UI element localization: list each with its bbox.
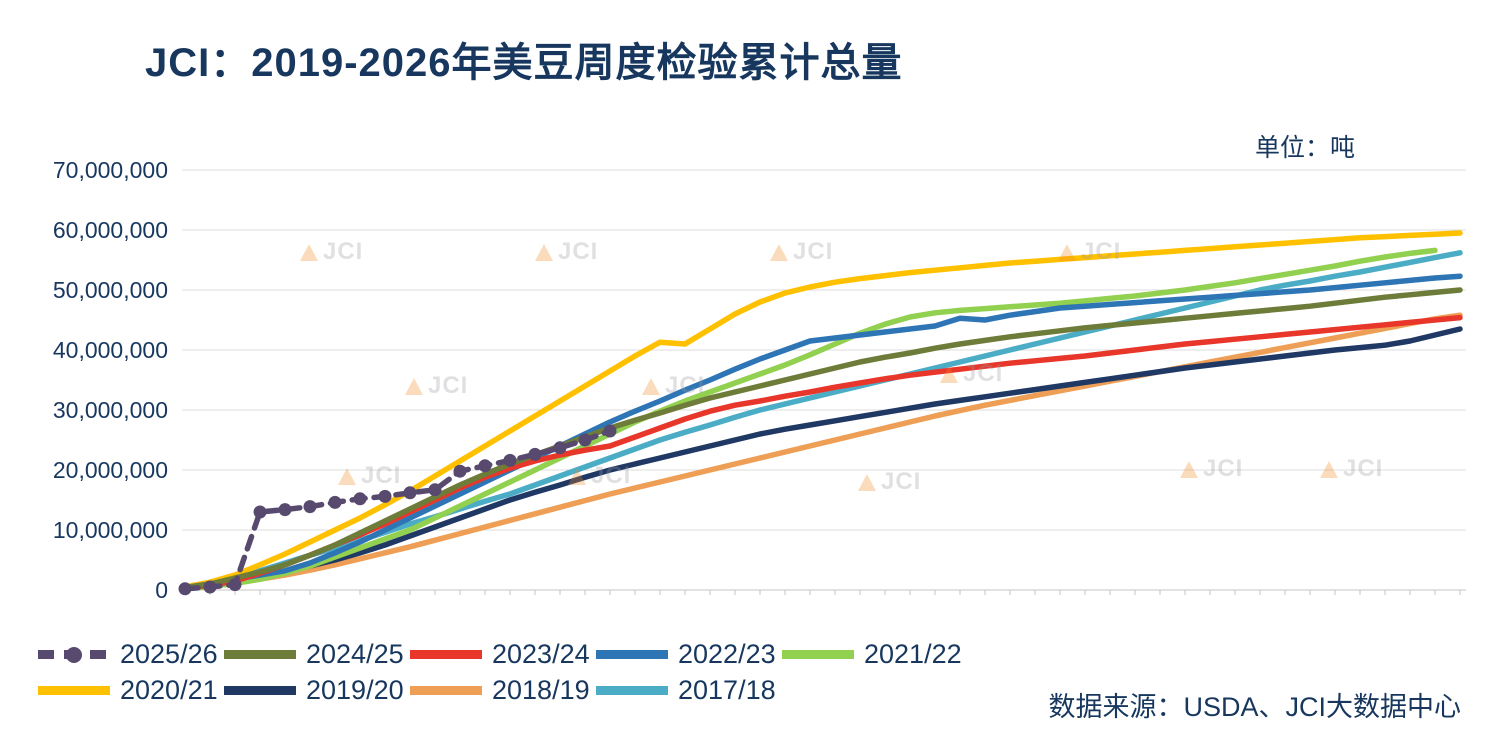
y-axis-label: 50,000,000 bbox=[52, 277, 168, 303]
series-marker bbox=[578, 433, 592, 447]
legend-item-2021-22[interactable]: 2021/22 bbox=[782, 639, 962, 670]
legend-item-2024-25[interactable]: 2024/25 bbox=[224, 639, 404, 670]
legend-swatch bbox=[596, 686, 668, 695]
legend-label: 2022/23 bbox=[678, 639, 776, 669]
legend-label: 2017/18 bbox=[678, 675, 776, 705]
series-marker bbox=[253, 505, 267, 519]
series-marker bbox=[478, 459, 492, 473]
legend-label: 2019/20 bbox=[306, 675, 404, 705]
series-line-2018-19 bbox=[182, 312, 1463, 591]
legend-item-2018-19[interactable]: 2018/19 bbox=[410, 675, 590, 706]
y-axis-label: 40,000,000 bbox=[52, 337, 168, 363]
series-line-2019-20 bbox=[182, 326, 1463, 591]
legend-label: 2025/26 bbox=[120, 639, 218, 669]
legend-item-2025-26[interactable]: 2025/26 bbox=[38, 639, 218, 670]
series-marker bbox=[403, 486, 417, 500]
legend-swatch bbox=[782, 650, 854, 659]
legend-swatch bbox=[224, 650, 296, 659]
legend-item-2023-24[interactable]: 2023/24 bbox=[410, 639, 590, 670]
series-line-2020-21 bbox=[182, 230, 1463, 590]
legend-row-2: 2020/21 2019/20 2018/19 2017/18 bbox=[38, 675, 958, 706]
series-marker bbox=[353, 492, 367, 506]
y-axis-label: 70,000,000 bbox=[52, 157, 168, 183]
series-line-2021-22 bbox=[182, 247, 1438, 592]
legend-swatch bbox=[38, 686, 110, 695]
legend-label: 2018/19 bbox=[492, 675, 590, 705]
legend-swatch bbox=[410, 650, 482, 659]
page-title: JCI：2019-2026年美豆周度检验累计总量 bbox=[145, 41, 903, 85]
series-marker bbox=[328, 495, 342, 509]
series-marker bbox=[378, 489, 392, 503]
y-axis-label: 60,000,000 bbox=[52, 217, 168, 243]
legend-swatch bbox=[38, 646, 110, 663]
legend-marker-dot bbox=[66, 646, 82, 663]
legend: 2025/26 2024/25 2023/24 2022/23 2021/22 2020… bbox=[38, 639, 962, 706]
legend-label: 2021/22 bbox=[864, 639, 962, 669]
legend-label: 2024/25 bbox=[306, 639, 404, 669]
series-marker bbox=[553, 441, 567, 455]
y-axis-label: 0 bbox=[155, 577, 168, 603]
series-marker bbox=[178, 582, 192, 596]
legend-item-2022-23[interactable]: 2022/23 bbox=[596, 639, 776, 670]
series-marker bbox=[528, 447, 542, 461]
series-line-2024-25 bbox=[182, 287, 1463, 591]
legend-item-2020-21[interactable]: 2020/21 bbox=[38, 675, 218, 706]
legend-item-2019-20[interactable]: 2019/20 bbox=[224, 675, 404, 706]
series-marker bbox=[303, 500, 317, 514]
y-axis-label: 30,000,000 bbox=[52, 397, 168, 423]
series-marker bbox=[228, 578, 242, 592]
legend-row-1: 2025/26 2024/25 2023/24 2022/23 2021/22 bbox=[38, 639, 962, 670]
unit-label: 单位：吨 bbox=[1254, 134, 1355, 162]
series-marker bbox=[203, 580, 217, 594]
y-axis: 70,000,000 60,000,000 50,000,000 40,000,000… bbox=[0, 0, 168, 620]
legend-label: 2020/21 bbox=[120, 675, 218, 705]
series-line-2022-23 bbox=[182, 273, 1463, 591]
legend-swatch bbox=[224, 686, 296, 695]
data-source-note: 数据来源：USDA、JCI大数据中心 bbox=[1048, 692, 1461, 722]
series-marker bbox=[603, 424, 617, 438]
y-axis-label: 20,000,000 bbox=[52, 457, 168, 483]
legend-swatch bbox=[596, 650, 668, 659]
legend-item-2017-18[interactable]: 2017/18 bbox=[596, 675, 776, 706]
series-marker bbox=[453, 464, 467, 478]
series-marker bbox=[428, 483, 442, 497]
legend-label: 2023/24 bbox=[492, 639, 590, 669]
legend-swatch bbox=[410, 686, 482, 695]
series-marker bbox=[278, 503, 292, 517]
series-marker bbox=[503, 453, 517, 467]
y-axis-label: 10,000,000 bbox=[52, 517, 168, 543]
